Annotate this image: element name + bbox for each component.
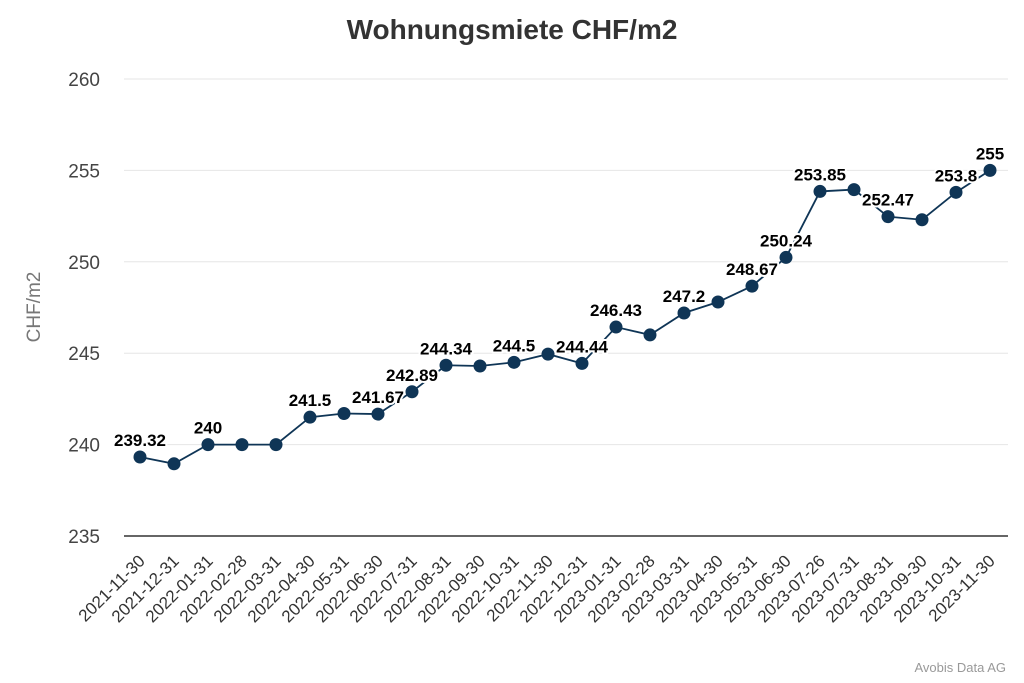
chart-title: Wohnungsmiete CHF/m2 xyxy=(346,14,678,45)
data-label: 252.47 xyxy=(862,191,914,210)
data-point xyxy=(439,358,453,372)
data-point xyxy=(167,457,181,471)
data-points xyxy=(133,163,997,471)
data-labels: 239.32 240 241.5 241.67 242.89 244.34 244.5 244… xyxy=(112,142,1006,452)
series-line xyxy=(139,169,991,465)
data-point xyxy=(745,279,759,293)
y-tick-label: 245 xyxy=(68,344,100,365)
data-label: 253.8 xyxy=(935,166,978,185)
data-point xyxy=(133,450,147,464)
series-polyline xyxy=(139,169,991,465)
data-point xyxy=(711,295,725,309)
y-tick-label: 250 xyxy=(68,253,100,274)
gridlines xyxy=(124,78,1008,537)
data-point xyxy=(983,163,997,177)
data-point xyxy=(337,407,351,421)
data-point xyxy=(779,250,793,264)
data-label: 244.44 xyxy=(556,337,609,356)
data-point xyxy=(915,213,929,227)
data-point xyxy=(235,438,249,452)
data-label: 255 xyxy=(976,144,1004,163)
data-point xyxy=(881,210,895,224)
data-label: 242.89 xyxy=(386,366,438,385)
data-point xyxy=(575,356,589,370)
data-point xyxy=(405,385,419,399)
data-point xyxy=(507,355,521,369)
y-tick-label: 260 xyxy=(68,70,100,91)
data-point xyxy=(609,320,623,334)
data-label: 241.5 xyxy=(289,391,332,410)
data-label: 250.24 xyxy=(760,231,813,250)
data-label: 248.67 xyxy=(726,260,778,279)
x-axis-ticks: 2021-11-302021-12-312022-01-312022-02-28… xyxy=(75,551,999,626)
data-label: 247.2 xyxy=(663,287,706,306)
data-label: 253.85 xyxy=(794,165,846,184)
credit-text: Avobis Data AG xyxy=(914,660,1006,675)
y-tick-label: 240 xyxy=(68,436,100,457)
data-point xyxy=(303,410,317,424)
data-label: 246.43 xyxy=(590,301,642,320)
data-point xyxy=(473,359,487,373)
data-point xyxy=(677,306,691,320)
data-label: 240 xyxy=(194,419,222,438)
data-label: 239.32 xyxy=(114,431,166,450)
data-point xyxy=(949,185,963,199)
data-point xyxy=(813,184,827,198)
y-axis-label: CHF/m2 xyxy=(24,272,45,343)
data-point xyxy=(269,438,283,452)
y-axis-ticks: 235 240 245 250 255 260 xyxy=(68,70,100,548)
y-tick-label: 235 xyxy=(68,527,100,548)
data-point xyxy=(541,347,555,361)
data-point xyxy=(643,328,657,342)
data-label: 244.5 xyxy=(493,336,536,355)
data-label: 241.67 xyxy=(352,388,404,407)
data-point xyxy=(201,438,215,452)
data-label: 244.34 xyxy=(420,339,473,358)
y-tick-label: 255 xyxy=(68,161,100,182)
data-point xyxy=(847,183,861,197)
data-point xyxy=(371,407,385,421)
